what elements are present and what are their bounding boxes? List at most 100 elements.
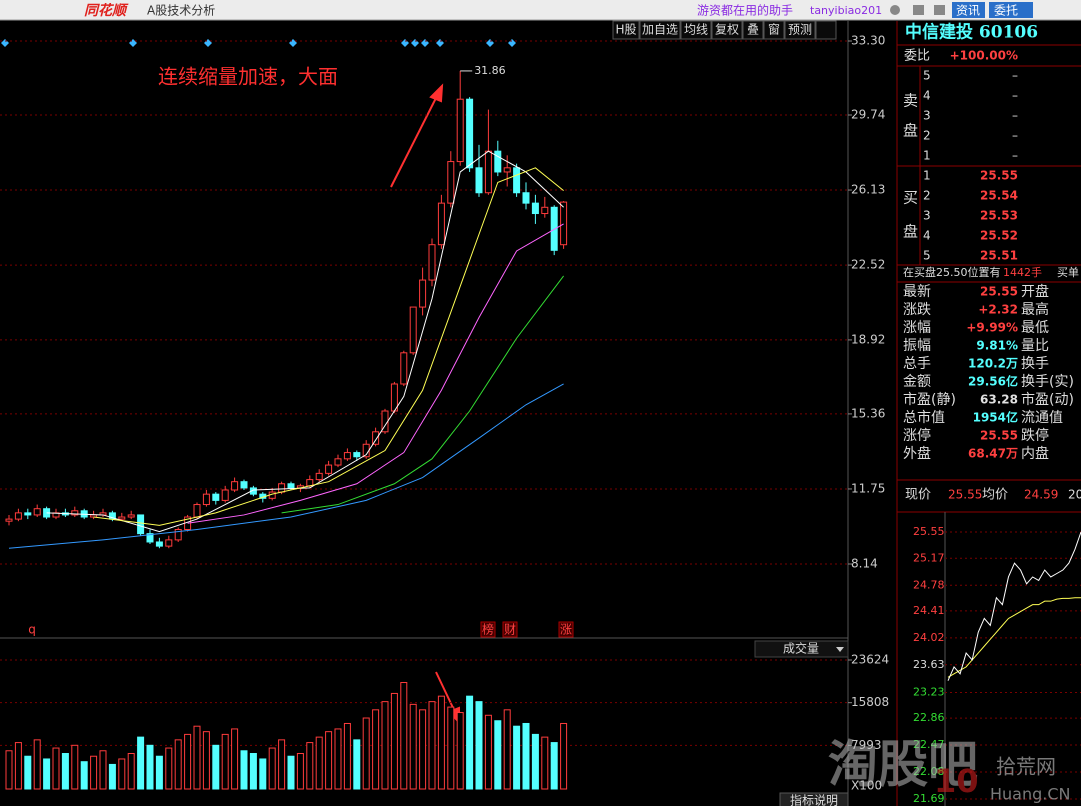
stat-label: 总手 — [903, 356, 931, 372]
volume-bar — [278, 739, 286, 790]
volume-bar — [193, 725, 201, 790]
user-name[interactable]: tanyibiao201 — [810, 4, 882, 17]
candle-body — [165, 539, 173, 547]
icon-bell[interactable] — [890, 5, 900, 15]
volume-bar — [466, 695, 474, 790]
stat-value: 25.55 — [980, 429, 1018, 443]
volume-bar — [287, 755, 295, 790]
volume-bar — [221, 733, 229, 790]
intraday-avg: 24.59 — [1024, 488, 1058, 502]
y-tick-label: 33.30 — [851, 34, 885, 48]
toolbar-button[interactable] — [784, 20, 816, 40]
candle-body — [174, 528, 182, 541]
stat-value: 9.81% — [976, 339, 1018, 353]
volume-bar — [419, 709, 427, 790]
volume-bar — [268, 747, 276, 790]
icon-user[interactable] — [934, 5, 945, 15]
toolbar-button[interactable] — [763, 20, 785, 40]
sell-level: 1 — [923, 149, 931, 163]
y-tick-label: 23624 — [851, 653, 889, 667]
toolbar-label[interactable]: 窗 — [768, 23, 780, 37]
chart-layer: 33.30 29.74 26.13 22.52 18.92 15.36 11.75 8.14 3… — [0, 34, 1081, 805]
help-button-label[interactable]: 指标说明 — [790, 793, 838, 806]
toolbar-button[interactable] — [639, 20, 681, 40]
volume-bar — [494, 720, 502, 790]
candle-body — [137, 514, 145, 535]
news-button[interactable] — [952, 2, 985, 18]
arrow-shaft — [390, 95, 438, 188]
buy-price: 25.51 — [980, 249, 1018, 263]
candle-body — [146, 533, 154, 543]
candle-body — [90, 514, 98, 518]
candle-body — [503, 167, 511, 173]
ratio-value: +100.00% — [950, 49, 1018, 63]
stat-label: 换手(实) — [1021, 373, 1074, 390]
buy-label: 买 — [903, 189, 918, 207]
volume-bar — [202, 731, 210, 790]
candle-body — [202, 493, 210, 506]
quote-header — [898, 21, 1081, 45]
toolbar-label[interactable]: 复权 — [715, 23, 739, 37]
help-button[interactable] — [779, 792, 849, 806]
sell-label: 卖 — [903, 92, 918, 110]
stat-label: 总市值 — [903, 409, 945, 426]
toolbar-button[interactable] — [612, 20, 640, 40]
order-note: 买单 — [1057, 266, 1079, 279]
y-tick-label: 15.36 — [851, 406, 885, 420]
toolbar-button[interactable] — [711, 20, 743, 40]
volume-bar — [390, 692, 398, 790]
volume-bar — [437, 695, 445, 790]
candle-body — [343, 452, 351, 460]
stock-name: 中信建投 60106 — [905, 22, 1038, 43]
stat-value: +9.99% — [966, 321, 1018, 335]
volume-bar — [14, 742, 22, 790]
toolbar-label[interactable]: 加自选 — [642, 23, 678, 37]
candle-body — [278, 483, 286, 493]
toolbar-button[interactable] — [742, 20, 764, 40]
candle-body — [231, 481, 239, 491]
volume-bar — [475, 701, 483, 790]
trade-button-label[interactable]: 委托 — [994, 4, 1018, 18]
news-button-label[interactable]: 资讯 — [956, 4, 980, 18]
moving-average — [281, 275, 564, 514]
slogan[interactable]: 游资都在用的助手 — [697, 3, 793, 18]
candle-body — [475, 167, 483, 194]
dropdown-arrow[interactable] — [836, 647, 844, 652]
stat-label: 涨幅 — [903, 320, 931, 336]
order-note: 在买盘25.50位置有 — [903, 265, 1001, 279]
sell-price: – — [1012, 89, 1018, 103]
volume-bar — [456, 712, 464, 790]
volume-bar — [5, 750, 13, 790]
title-bar — [0, 0, 1081, 20]
toolbar-button[interactable] — [680, 20, 712, 40]
buy-level: 1 — [923, 169, 931, 183]
volume-bar — [240, 750, 248, 790]
candle-body — [419, 279, 427, 308]
volume-bar — [33, 739, 41, 790]
trade-button[interactable] — [989, 2, 1033, 18]
volume-bar — [362, 717, 370, 790]
candle-body — [437, 202, 445, 246]
toolbar-label[interactable]: 预测 — [788, 23, 812, 37]
buy-level: 3 — [923, 209, 931, 223]
icon-shirt[interactable] — [913, 5, 924, 15]
indicator-name[interactable]: 成交量 — [783, 641, 819, 656]
sell-price: – — [1012, 129, 1018, 143]
y-tick-label: 23.23 — [913, 685, 945, 698]
y-tick-label: 24.02 — [913, 631, 945, 644]
volume-bar — [155, 755, 163, 790]
stat-value: 63.28 — [980, 393, 1018, 407]
toolbar-menu[interactable] — [815, 20, 837, 40]
toolbar-label[interactable]: H股 — [615, 23, 636, 37]
sell-level: 2 — [923, 129, 931, 143]
stat-value: 29.56亿 — [968, 374, 1018, 389]
watermark-logo: 10 — [934, 762, 979, 800]
y-tick-label: 7993 — [851, 738, 882, 752]
buy-level: 2 — [923, 189, 931, 203]
volume-bar — [381, 701, 389, 790]
toolbar-label[interactable]: 均线 — [684, 23, 708, 37]
indicator-box[interactable] — [754, 640, 849, 658]
toolbar-label[interactable]: 叠 — [747, 23, 759, 37]
